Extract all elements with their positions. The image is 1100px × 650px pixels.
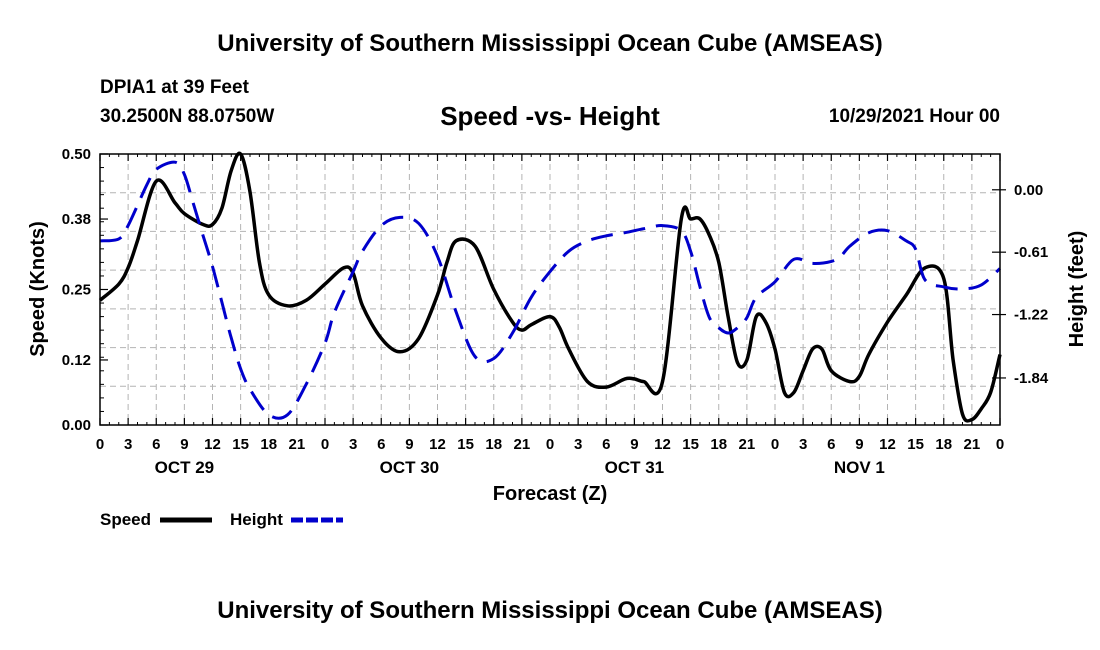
y-tick-label: 0.25 <box>62 282 91 299</box>
x-tick-label: 21 <box>964 436 981 453</box>
x-tick-label: 18 <box>935 436 952 453</box>
x-tick-label: 9 <box>855 436 863 453</box>
x-tick-label: 15 <box>682 436 699 453</box>
x-tick-label: 0 <box>321 436 329 453</box>
date-label: OCT 29 <box>155 458 215 477</box>
x-tick-label: 21 <box>514 436 531 453</box>
station-label: DPIA1 at 39 Feet <box>100 77 249 98</box>
x-tick-label: 15 <box>232 436 249 453</box>
y2-tick-label: -0.61 <box>1014 244 1048 261</box>
x-tick-label: 15 <box>907 436 924 453</box>
x-tick-label: 12 <box>654 436 671 453</box>
height-series-line <box>99 160 1002 420</box>
y-tick-label: 0.38 <box>62 211 91 228</box>
x-tick-label: 6 <box>152 436 160 453</box>
x-tick-label: 9 <box>180 436 188 453</box>
x-tick-label: 6 <box>377 436 385 453</box>
chart-series <box>98 151 1002 423</box>
x-tick-label: 9 <box>630 436 638 453</box>
x-tick-label: 18 <box>485 436 502 453</box>
x-tick-label: 12 <box>204 436 221 453</box>
x-tick-label: 12 <box>429 436 446 453</box>
chart-main-title: University of Southern Mississippi Ocean… <box>217 30 883 57</box>
x-tick-label: 18 <box>260 436 277 453</box>
x-axis-label: Forecast (Z) <box>493 483 607 505</box>
x-tick-label: 6 <box>827 436 835 453</box>
y2-tick-label: -1.84 <box>1014 370 1049 387</box>
x-tick-label: 21 <box>289 436 306 453</box>
x-tick-label: 3 <box>124 436 132 453</box>
date-label: OCT 31 <box>605 458 665 477</box>
legend-height-label: Height <box>230 510 283 529</box>
x-tick-label: 3 <box>574 436 582 453</box>
x-tick-label: 6 <box>602 436 610 453</box>
y-tick-label: 0.50 <box>62 146 91 163</box>
y2-axis-label: Height (feet) <box>1066 231 1088 348</box>
x-tick-label: 12 <box>879 436 896 453</box>
y-tick-label: 0.00 <box>62 417 91 434</box>
x-tick-label: 15 <box>457 436 474 453</box>
forecast-date: 10/29/2021 Hour 00 <box>828 106 1000 127</box>
station-coordinates: 30.2500N 88.0750W <box>100 106 275 127</box>
legend-speed-label: Speed <box>100 510 151 529</box>
y-tick-label: 0.12 <box>62 352 91 369</box>
x-tick-label: 3 <box>799 436 807 453</box>
x-tick-label: 0 <box>996 436 1004 453</box>
chart-axes: 0 3 6 9 12 15 18 21 0 3 6 9 12 15 18 21 0 3 6 9 12 15 18 21 0 3 6 9… <box>62 146 1049 477</box>
chart-footer-title: University of Southern Mississippi Ocean… <box>217 597 883 624</box>
x-tick-label: 9 <box>405 436 413 453</box>
chart-grid <box>100 154 1000 425</box>
y2-tick-label: 0.00 <box>1014 182 1043 199</box>
x-tick-label: 21 <box>739 436 756 453</box>
x-tick-label: 0 <box>771 436 779 453</box>
x-tick-label: 3 <box>349 436 357 453</box>
speed-series-line <box>98 151 1002 423</box>
x-tick-label: 0 <box>96 436 104 453</box>
date-label: NOV 1 <box>834 458 885 477</box>
date-label: OCT 30 <box>380 458 440 477</box>
y-axis-label: Speed (Knots) <box>27 221 49 357</box>
chart-subtitle: Speed -vs- Height <box>440 101 660 131</box>
chart-legend: Speed Height <box>100 510 343 529</box>
y2-tick-label: -1.22 <box>1014 307 1048 324</box>
x-tick-label: 0 <box>546 436 554 453</box>
x-tick-label: 18 <box>710 436 727 453</box>
